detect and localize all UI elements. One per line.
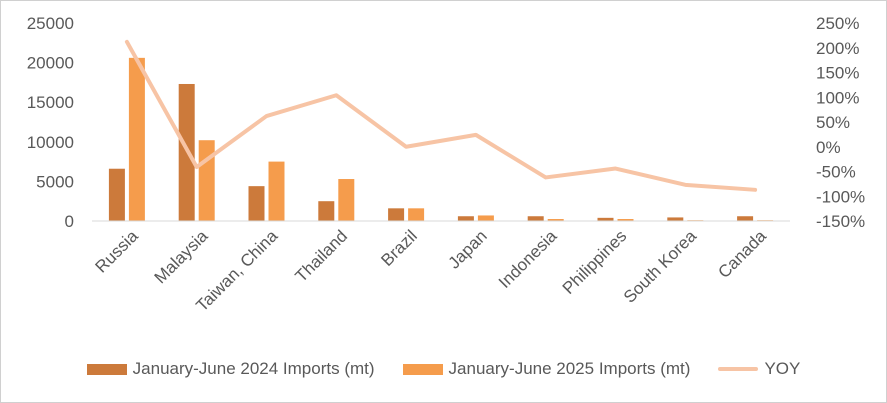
- bar-2024-2: [248, 186, 265, 221]
- bar-2024-8: [667, 217, 684, 221]
- yoy-line: [124, 39, 758, 192]
- legend: January-June 2024 Imports (mt) January-J…: [0, 356, 887, 382]
- right-tick-label: 150%: [816, 64, 859, 83]
- left-tick-label: 20000: [27, 54, 74, 73]
- right-tick-label: 50%: [816, 113, 850, 132]
- legend-item-2024: January-June 2024 Imports (mt): [86, 359, 375, 379]
- right-tick-label: 200%: [816, 39, 859, 58]
- x-tick-label: Brazil: [377, 226, 420, 269]
- x-tick-label: Philippines: [559, 226, 631, 298]
- legend-item-2025: January-June 2025 Imports (mt): [402, 359, 691, 379]
- yoy-line-group: [124, 39, 758, 192]
- left-tick-label: 15000: [27, 93, 74, 112]
- left-y-axis: 0 5000 10000 15000 20000 25000: [27, 14, 74, 231]
- bar-2025-4: [408, 208, 425, 221]
- left-tick-label: 5000: [36, 172, 74, 191]
- legend-swatch-2025: [402, 363, 443, 375]
- bar-2024-4: [388, 208, 405, 221]
- right-tick-label: 0%: [816, 138, 841, 157]
- bar-2024-3: [318, 201, 335, 221]
- bar-2025-2: [268, 161, 285, 221]
- right-tick-label: 250%: [816, 14, 859, 33]
- right-tick-label: 100%: [816, 88, 859, 107]
- bar-2024-9: [737, 216, 754, 221]
- x-tick-label: Russia: [92, 226, 143, 277]
- legend-label-2024: January-June 2024 Imports (mt): [132, 359, 375, 378]
- left-tick-label: 0: [65, 212, 74, 231]
- left-tick-label: 10000: [27, 133, 74, 152]
- bar-2024-0: [108, 168, 125, 221]
- bar-2025-1: [198, 140, 215, 221]
- x-tick-label: Thailand: [292, 226, 352, 286]
- bar-2024-5: [457, 216, 474, 221]
- bar-2024-6: [527, 216, 544, 221]
- legend-item-yoy: YOY: [718, 359, 800, 379]
- x-tick-label: Canada: [714, 226, 770, 282]
- bar-2025-3: [338, 179, 355, 221]
- legend-label-2025: January-June 2025 Imports (mt): [448, 359, 691, 378]
- x-tick-label: Japan: [445, 226, 491, 272]
- right-tick-label: -50%: [816, 163, 856, 182]
- bar-2025-0: [128, 57, 145, 222]
- legend-swatch-yoy: [718, 367, 759, 371]
- x-tick-label: Indonesia: [495, 226, 561, 292]
- x-tick-label: South Korea: [620, 226, 701, 307]
- legend-label-yoy: YOY: [764, 359, 801, 378]
- bar-2024-7: [597, 217, 614, 221]
- right-tick-label: -150%: [816, 212, 865, 231]
- bar-2025-7: [617, 219, 634, 221]
- right-tick-label: -100%: [816, 187, 865, 206]
- bar-2025-6: [547, 219, 564, 221]
- x-tick-label: Malaysia: [151, 226, 212, 287]
- bar-2025-5: [477, 215, 494, 221]
- legend-swatch-2024: [86, 363, 127, 375]
- right-y-axis: -150% -100% -50% 0% 50% 100% 150% 200% 250%: [816, 14, 865, 231]
- left-tick-label: 25000: [27, 14, 74, 33]
